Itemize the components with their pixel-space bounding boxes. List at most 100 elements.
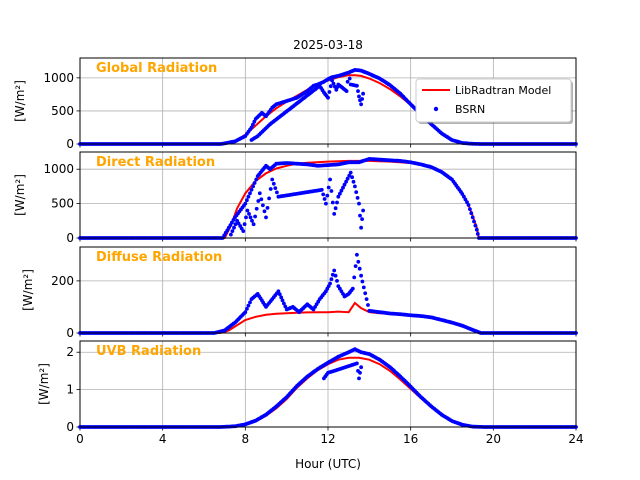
legend-model-label: LibRadtran Model — [455, 84, 551, 97]
bsrn-point — [468, 207, 472, 212]
y-tick-label: 0 — [66, 420, 74, 434]
y-tick-label: 500 — [51, 104, 74, 118]
bsrn-point — [264, 215, 268, 220]
bsrn-point — [356, 89, 360, 93]
legend-bsrn-swatch — [433, 106, 439, 112]
x-tick-label: 20 — [486, 432, 501, 446]
bsrn-point — [327, 90, 332, 94]
bsrn-point — [246, 303, 251, 308]
bsrn-point — [462, 194, 466, 199]
y-tick-label: 0 — [66, 326, 74, 340]
bsrn-point — [275, 190, 279, 195]
x-tick-label: 16 — [403, 432, 418, 446]
x-tick-label: 4 — [159, 432, 167, 446]
bsrn-point — [244, 215, 248, 220]
bsrn-point — [360, 217, 364, 222]
axes-frame — [79, 151, 577, 239]
bsrn-point — [230, 229, 235, 234]
bsrn-point — [242, 222, 247, 227]
bsrn-point — [338, 191, 342, 196]
bsrn-point — [229, 232, 233, 237]
bsrn-point — [251, 222, 256, 227]
bsrn-point — [328, 84, 333, 89]
bsrn-point — [251, 122, 255, 127]
y-tick-label: 500 — [51, 197, 74, 211]
bsrn-point — [356, 259, 361, 264]
bsrn-point — [232, 225, 236, 230]
bsrn-point — [350, 175, 354, 180]
bsrn-point — [359, 365, 363, 370]
y-axis-label: [W/m²] — [13, 174, 27, 216]
bsrn-point — [355, 252, 359, 257]
bsrn-point — [246, 194, 251, 199]
bsrn-point — [350, 286, 355, 291]
bsrn-point — [475, 232, 480, 236]
bsrn-point — [358, 213, 362, 218]
bsrn-point — [233, 222, 238, 227]
figure-title: 2025-03-18 — [293, 38, 363, 52]
bsrn-point — [341, 185, 345, 190]
bsrn-point — [249, 125, 254, 130]
bsrn-point — [280, 298, 285, 303]
x-tick-label: 8 — [242, 432, 250, 446]
bsrn-point — [324, 201, 328, 206]
bsrn-point — [277, 292, 282, 297]
axes-frame — [79, 340, 577, 428]
bsrn-point — [245, 307, 249, 311]
bsrn-point — [344, 179, 348, 184]
bsrn-point — [273, 186, 278, 191]
y-axis-label: [W/m²] — [21, 269, 35, 311]
bsrn-point — [265, 206, 270, 210]
bsrn-point — [465, 200, 469, 205]
bsrn-point — [250, 218, 254, 223]
bsrn-point — [249, 187, 254, 192]
bsrn-point — [346, 70, 351, 75]
bsrn-point — [282, 301, 286, 306]
bsrn-point — [336, 194, 341, 199]
bsrn-point — [329, 277, 334, 281]
bsrn-point — [326, 95, 330, 100]
bsrn-point — [339, 188, 344, 193]
bsrn-point — [345, 79, 350, 84]
bsrn-point — [361, 91, 365, 96]
bsrn-point — [319, 187, 324, 192]
x-tick-label: 24 — [568, 432, 583, 446]
bsrn-point — [358, 370, 362, 375]
bsrn-point — [326, 185, 331, 190]
bsrn-point — [357, 94, 361, 99]
bsrn-point — [267, 196, 271, 201]
bsrn-point — [347, 76, 352, 81]
bsrn-point — [252, 119, 257, 124]
bsrn-point — [359, 102, 363, 107]
bsrn-point — [248, 300, 252, 305]
bsrn-point — [276, 289, 281, 294]
bsrn-point — [469, 211, 474, 216]
bsrn-point — [333, 206, 338, 211]
bsrn-point — [473, 223, 478, 228]
bsrn-point — [262, 209, 267, 214]
bsrn-point — [352, 275, 357, 280]
bsrn-point — [355, 196, 360, 200]
panel-3: 0 200 Diffuse Radiation [W/m²] — [21, 246, 578, 340]
bsrn-point — [335, 279, 339, 283]
bsrn-point — [357, 201, 361, 206]
y-tick-label: 1000 — [43, 71, 74, 85]
bsrn-point — [359, 225, 363, 230]
x-tick-label: 0 — [76, 432, 84, 446]
bsrn-point — [361, 208, 365, 213]
bsrn-point — [354, 190, 359, 195]
bsrn-point — [348, 170, 353, 175]
bsrn-point — [328, 281, 332, 286]
bsrn-point — [357, 266, 362, 271]
bsrn-point — [331, 81, 336, 86]
panel-title: Direct Radiation — [96, 155, 215, 170]
bsrn-point — [268, 187, 273, 191]
bsrn-point — [322, 197, 327, 201]
bsrn-point — [330, 200, 335, 205]
bsrn-point — [283, 304, 288, 309]
bsrn-point — [245, 208, 250, 213]
bsrn-point — [257, 191, 262, 196]
bsrn-point — [245, 198, 249, 203]
